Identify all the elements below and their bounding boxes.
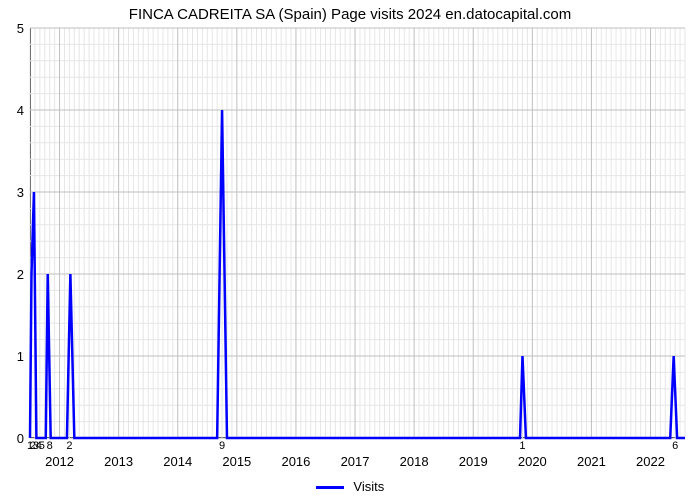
x-year-label: 2019 <box>459 454 488 469</box>
ytick-label: 2 <box>0 267 24 282</box>
ytick-label: 3 <box>0 185 24 200</box>
x-small-label: 1 <box>519 440 525 452</box>
x-year-label: 2017 <box>341 454 370 469</box>
x-year-label: 2015 <box>222 454 251 469</box>
x-year-label: 2012 <box>45 454 74 469</box>
x-small-label: 9 <box>219 440 225 452</box>
x-year-label: 2018 <box>400 454 429 469</box>
x-year-label: 2014 <box>163 454 192 469</box>
x-year-label: 2021 <box>577 454 606 469</box>
chart-svg <box>30 28 685 438</box>
ytick-label: 5 <box>0 21 24 36</box>
x-year-label: 2022 <box>636 454 665 469</box>
chart-container: FINCA CADREITA SA (Spain) Page visits 20… <box>0 0 700 500</box>
legend-label: Visits <box>353 479 384 494</box>
x-small-label: 8 <box>47 440 53 452</box>
x-small-label: 6 <box>672 440 678 452</box>
chart-title: FINCA CADREITA SA (Spain) Page visits 20… <box>0 6 700 23</box>
ytick-label: 1 <box>0 349 24 364</box>
x-year-label: 2020 <box>518 454 547 469</box>
ytick-label: 4 <box>0 103 24 118</box>
ytick-label: 0 <box>0 431 24 446</box>
legend-swatch <box>316 486 344 489</box>
x-year-label: 2016 <box>281 454 310 469</box>
x-year-label: 2013 <box>104 454 133 469</box>
legend: Visits <box>0 479 700 494</box>
x-small-label: 2 <box>66 440 72 452</box>
x-small-label: 5 <box>39 440 45 452</box>
